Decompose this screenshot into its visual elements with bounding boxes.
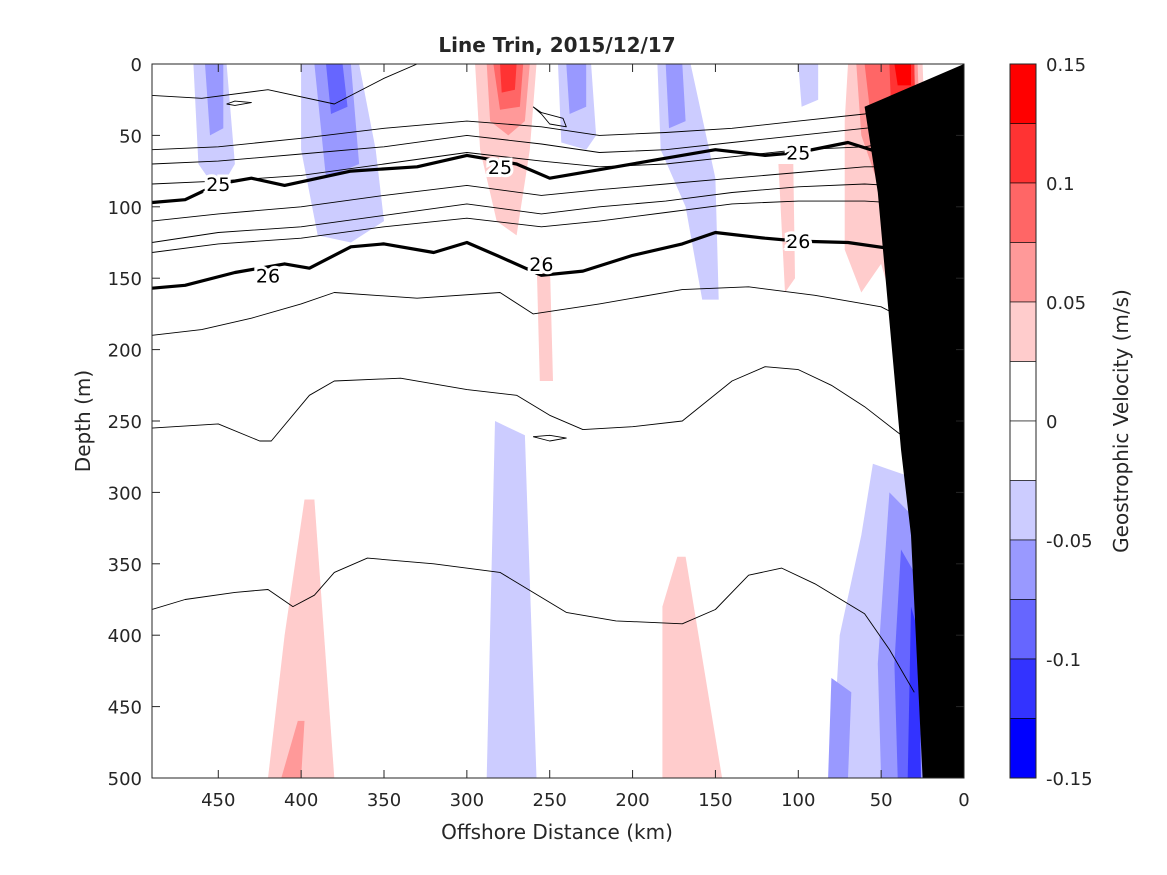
- contour-label-layer: 25 25 25 26 26 26: [203, 140, 813, 291]
- y-tick-label-300: 300: [108, 483, 142, 504]
- colorbar-level-8: [1009, 539, 1037, 600]
- colorbar-level-1: [1009, 123, 1037, 184]
- y-tick-label-100: 100: [108, 198, 142, 219]
- colorbar: [1009, 63, 1037, 779]
- x-tick-label-200: 200: [615, 790, 649, 811]
- contour-label-25-2: 25: [786, 143, 810, 165]
- velocity-region-22: [268, 499, 335, 778]
- colorbar-level-6: [1009, 420, 1037, 481]
- colorbar-level-7: [1009, 480, 1037, 541]
- isopycnal-contour-0: [152, 64, 418, 105]
- x-axis: 450 400 350 300 250 200 150 100 50 0: [201, 64, 970, 811]
- y-tick-label-250: 250: [108, 412, 142, 433]
- colorbar-level-2: [1009, 182, 1037, 243]
- isopycnal-contour-6: [152, 183, 940, 243]
- density-contour-layer: [152, 64, 946, 693]
- x-tick-label-250: 250: [533, 790, 567, 811]
- velocity-region-29: [828, 678, 852, 778]
- velocity-region-14: [778, 164, 795, 293]
- y-tick-label-50: 50: [119, 126, 142, 147]
- colorbar-tick-label-3: 0: [1046, 412, 1057, 433]
- velocity-region-24: [662, 556, 723, 778]
- colorbar-level-11: [1009, 718, 1037, 779]
- isopycnal-contour-9: [152, 286, 940, 357]
- colorbar-level-10: [1009, 658, 1037, 719]
- y-tick-label-200: 200: [108, 341, 142, 362]
- x-tick-label-450: 450: [201, 790, 235, 811]
- y-tick-label-450: 450: [108, 698, 142, 719]
- colorbar-level-4: [1009, 301, 1037, 362]
- colorbar-level-0: [1009, 63, 1037, 124]
- x-tick-label-300: 300: [450, 790, 484, 811]
- isopycnal-contour-8: [152, 230, 941, 308]
- contour-label-26-2: 26: [786, 231, 810, 253]
- velocity-region-21: [486, 421, 537, 778]
- seafloor-bathymetry: [864, 64, 964, 778]
- bathymetry-layer: [864, 64, 964, 778]
- velocity-region-1: [205, 64, 224, 136]
- isopycnal-contour-13: [532, 106, 567, 128]
- velocity-region-8: [500, 64, 517, 93]
- x-tick-label-50: 50: [870, 790, 893, 811]
- x-axis-label: Offshore Distance (km): [441, 820, 673, 844]
- velocity-region-4: [326, 64, 348, 114]
- isopycnal-contour-2: [152, 123, 935, 165]
- colorbar-label: Geostrophic Velocity (m/s): [1109, 289, 1133, 553]
- isopycnal-contour-12: [226, 100, 252, 106]
- y-tick-label-400: 400: [108, 626, 142, 647]
- velocity-region-23: [281, 720, 305, 778]
- colorbar-level-9: [1009, 599, 1037, 660]
- colorbar-tick-label-1: 0.1: [1046, 174, 1075, 195]
- isopycnal-contour-11: [152, 557, 915, 693]
- y-tick-label-500: 500: [108, 769, 142, 790]
- isopycnal-contour-14: [532, 434, 567, 442]
- contour-label-26-0: 26: [256, 265, 280, 287]
- velocity-region-20: [536, 256, 553, 381]
- colorbar-tick-label-6: -0.15: [1046, 769, 1093, 790]
- colorbar-tick-label-5: -0.1: [1046, 650, 1081, 671]
- colorbar-tick-label-0: 0.15: [1046, 55, 1086, 76]
- isopycnal-contour-1: [152, 106, 932, 151]
- colorbar-tick-label-2: 0.05: [1046, 293, 1086, 314]
- colorbar-tick-label-4: -0.05: [1046, 531, 1093, 552]
- chart-title: Line Trin, 2015/12/17: [438, 33, 675, 57]
- colorbar-axis: 0.15 0.1 0.05 0 -0.05 -0.1 -0.15: [1046, 55, 1093, 790]
- isopycnal-contour-7: [152, 200, 940, 253]
- x-tick-label-0: 0: [958, 790, 969, 811]
- velocity-region-19: [894, 64, 911, 86]
- x-tick-label-150: 150: [698, 790, 732, 811]
- colorbar-level-5: [1009, 361, 1037, 422]
- y-tick-label-350: 350: [108, 555, 142, 576]
- velocity-region-12: [665, 64, 686, 129]
- colorbar-level-3: [1009, 242, 1037, 303]
- contour-label-25-0: 25: [206, 174, 230, 196]
- y-axis-label: Depth (m): [71, 370, 95, 472]
- velocity-region-10: [566, 64, 587, 114]
- y-tick-label-150: 150: [108, 269, 142, 290]
- y-axis: 0 50 100 150 200 250 300 350 400 450 500: [108, 55, 964, 790]
- x-tick-label-400: 400: [284, 790, 318, 811]
- x-tick-label-350: 350: [367, 790, 401, 811]
- velocity-region-13: [798, 64, 819, 107]
- contour-label-26-1: 26: [529, 254, 553, 276]
- isopycnal-contour-10: [152, 366, 932, 458]
- isopycnal-contour-5: [152, 163, 940, 222]
- colorbar-frame: [1009, 63, 1037, 779]
- isopycnal-contour-4: [152, 137, 946, 205]
- y-tick-label-0: 0: [131, 55, 142, 76]
- contour-label-25-1: 25: [488, 157, 512, 179]
- x-tick-label-100: 100: [781, 790, 815, 811]
